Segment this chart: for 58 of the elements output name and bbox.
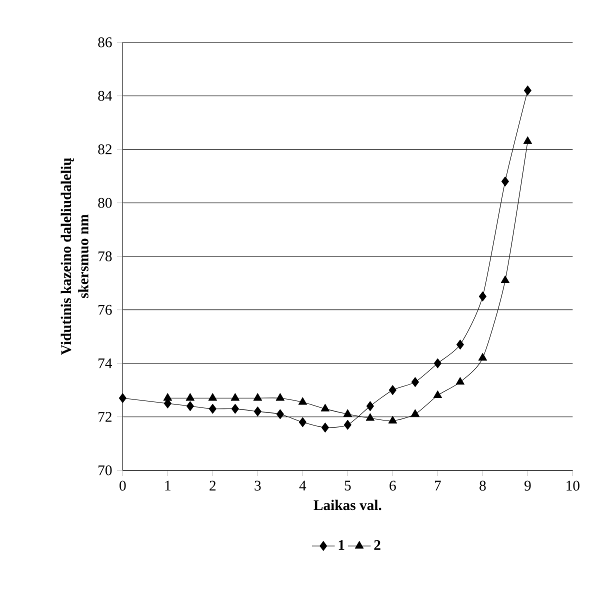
point — [208, 393, 217, 401]
y-axis-title: Vidutinis kazeino daleliudalelių skersmuo nm — [60, 158, 88, 355]
point — [366, 401, 374, 412]
legend-label: 1 — [338, 540, 344, 550]
point — [388, 416, 397, 424]
point — [208, 404, 216, 414]
point — [344, 420, 352, 430]
x-tick-label: 3 — [254, 480, 261, 491]
point — [478, 353, 487, 361]
point — [186, 393, 194, 401]
point — [500, 275, 510, 284]
point — [410, 409, 420, 417]
x-axis-title: Laikas val. — [314, 500, 382, 510]
y-tick-label: 80 — [98, 198, 112, 208]
y-tick-label: 82 — [98, 144, 112, 154]
y-tick-label: 76 — [98, 304, 112, 315]
point — [276, 409, 284, 420]
point — [523, 136, 532, 144]
x-tick-label: 10 — [566, 480, 580, 491]
point — [434, 358, 442, 368]
point — [388, 385, 396, 396]
point — [230, 393, 240, 401]
y-tick-label: 74 — [98, 358, 112, 368]
point — [320, 404, 330, 412]
point — [411, 377, 419, 387]
point — [163, 393, 172, 401]
point — [186, 401, 194, 412]
x-tick-label: 1 — [165, 480, 170, 490]
point — [456, 377, 464, 385]
point — [298, 397, 307, 405]
y-tick-label: 78 — [98, 251, 112, 262]
point — [298, 417, 306, 428]
point — [433, 390, 442, 398]
y-tick-label: 86 — [98, 37, 112, 48]
point — [231, 404, 239, 414]
point — [276, 393, 284, 401]
y-tick-label: 70 — [98, 465, 112, 476]
x-tick-label: 0 — [120, 480, 126, 491]
x-tick-label: 2 — [210, 480, 216, 490]
x-tick-label: 5 — [344, 480, 351, 490]
x-tick-label: 9 — [524, 480, 531, 491]
point — [254, 406, 262, 416]
point — [478, 292, 486, 302]
x-tick-label: 4 — [299, 480, 306, 490]
point — [366, 413, 374, 421]
point — [321, 422, 329, 432]
point — [501, 176, 509, 186]
y-tick-label: 72 — [98, 412, 112, 422]
x-tick-label: 8 — [480, 480, 486, 491]
point — [253, 393, 262, 401]
point — [456, 340, 464, 350]
point — [343, 409, 352, 417]
point — [118, 393, 126, 404]
y-tick-label: 84 — [98, 90, 112, 101]
legend-label: 2 — [374, 540, 380, 550]
point — [524, 86, 532, 96]
x-tick-label: 6 — [390, 480, 396, 491]
x-tick-label: 7 — [434, 480, 441, 490]
